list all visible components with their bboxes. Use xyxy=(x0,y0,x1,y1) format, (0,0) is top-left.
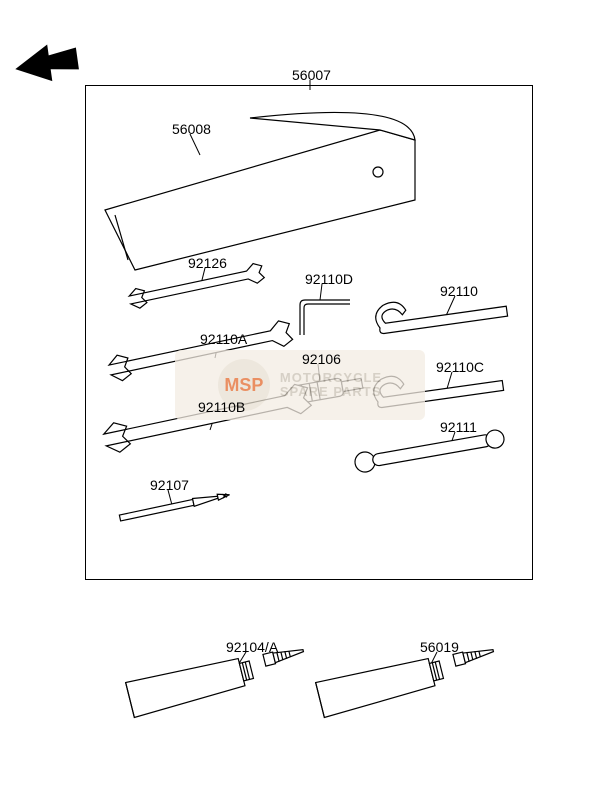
part-screwdriver-bit xyxy=(119,491,230,522)
label-92110: 92110 xyxy=(440,284,478,298)
label-92110D: 92110D xyxy=(305,272,353,286)
label-92106: 92106 xyxy=(302,352,341,366)
label-92110B: 92110B xyxy=(198,400,245,414)
label-92110A: 92110A xyxy=(200,332,247,346)
diagram-canvas: MSP MOTORCYCLE SPARE PARTS 56007 56008 9… xyxy=(0,0,589,799)
label-56019: 56019 xyxy=(420,640,459,654)
part-grease-tube-right xyxy=(316,639,499,717)
watermark-text: MOTORCYCLE SPARE PARTS xyxy=(280,371,382,400)
label-92104A: 92104/A xyxy=(226,640,278,654)
part-tool-pouch xyxy=(105,112,415,270)
label-92111: 92111 xyxy=(440,420,477,434)
watermark-line1: MOTORCYCLE xyxy=(280,371,382,385)
label-56008: 56008 xyxy=(172,122,211,136)
label-92126: 92126 xyxy=(188,256,227,270)
part-hex-key xyxy=(300,300,350,335)
label-92107: 92107 xyxy=(150,478,189,492)
watermark-line2: SPARE PARTS xyxy=(280,385,382,399)
label-56007: 56007 xyxy=(292,68,331,82)
label-92110C: 92110C xyxy=(436,360,484,374)
part-bar-wrench xyxy=(353,428,505,474)
part-grease-tube-left xyxy=(126,639,309,717)
